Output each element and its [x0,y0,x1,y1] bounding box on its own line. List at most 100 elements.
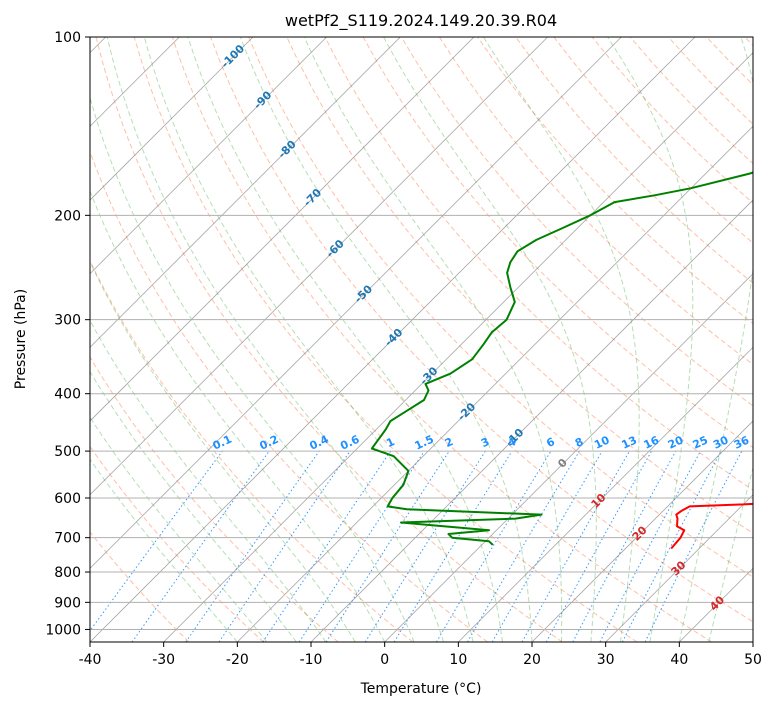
y-axis-ticks: 100 200 300 400 500 600 700 800 900 1000 [45,30,90,638]
dry-adiabat [90,150,488,642]
x-tick-label: -30 [152,652,175,668]
isotherm-label: -70 [301,186,324,209]
plot-frame [89,36,754,643]
y-tick-label: 500 [54,444,81,460]
y-tick-label: 300 [54,313,81,329]
isotherm-line [752,641,753,642]
mixing-ratio-label: 0.1 [211,433,234,453]
temperature-line [670,502,753,550]
y-tick-label: 200 [54,208,81,224]
x-axis-label: Temperature (°C) [360,681,482,697]
mixing-ratio-label: 1.5 [413,433,436,453]
dry-adiabat [248,37,753,578]
dry-adiabat [171,37,712,642]
moist-adiabat [708,466,753,642]
isotherm-label: -60 [324,237,347,260]
moist-adiabat [90,189,386,642]
moist-adiabat [90,260,356,642]
x-tick-label: 10 [449,652,467,668]
mixing-ratio-line [393,450,513,642]
x-tick-label: 0 [380,652,389,668]
isotherm-line [90,37,254,201]
dry-adiabat [95,37,563,642]
mixing-ratio-label: 13 [620,434,639,452]
isotherm-line [310,199,753,642]
mixing-ratio-line [218,450,351,642]
mixing-ratio-label: 0.4 [307,433,330,453]
y-tick-label: 900 [54,595,81,611]
isotherm-label: 20 [630,523,650,543]
x-tick-label: -40 [79,652,102,668]
mixing-ratio-label: 10 [592,433,612,451]
mixing-ratio-line [131,450,270,642]
plot-area: -100-90-80-70-60-50-40-30-20-10010203040… [90,37,753,642]
mixing-ratio-line [90,450,223,632]
x-tick-label: -10 [300,652,323,668]
mixing-ratio-line [545,450,653,642]
mixing-ratio-line [599,450,701,642]
mixing-ratio-line [644,450,743,642]
moist-adiabat [106,37,445,642]
dry-adiabat [133,37,638,642]
isotherm-line [605,494,753,642]
y-tick-label: 600 [54,491,81,507]
dry-adiabat [668,37,753,125]
isotherm-label: -50 [352,282,375,305]
mixing-ratio-labels: 0.1 0.2 0.4 0.6 1 1.5 2 3 4 6 8 10 13 16 20 25 30 36 [211,433,752,453]
mixing-ratio-line [521,450,630,642]
mixing-ratio-lines [90,450,743,642]
moist-adiabat [303,37,563,642]
isotherm-line [90,37,548,496]
isotherm-line [90,37,327,275]
isotherm-line [458,346,753,642]
moist-adiabat [678,37,753,642]
mixing-ratio-label: 36 [732,433,752,451]
mixing-ratio-label: 1 [384,435,396,450]
mixing-ratio-line [185,450,320,642]
isotherm-label: 30 [669,558,689,578]
y-tick-label: 700 [54,531,81,547]
isotherm-label: -20 [455,400,478,423]
y-tick-label: 1000 [45,622,81,638]
dry-adiabats [90,37,753,642]
mixing-ratio-label: 2 [443,435,455,450]
mixing-ratio-label: 25 [691,434,710,452]
mixing-ratio-line [325,450,450,642]
mixing-ratio-line [467,450,580,642]
isotherm-label: 40 [707,593,727,613]
dry-adiabat [515,37,753,284]
moist-adiabat [90,416,268,642]
moist-adiabat [482,37,640,642]
dry-adiabat [90,445,264,642]
moist-adiabats [90,37,753,642]
mixing-ratio-label: 16 [642,433,662,451]
x-tick-label: 20 [523,652,541,668]
dry-adiabat [90,356,339,642]
y-tick-label: 800 [54,565,81,581]
moist-adiabat [143,37,474,642]
isotherm-label: -40 [382,326,405,349]
isotherm-line [90,37,696,642]
isotherm-line [237,125,753,642]
moist-adiabat [607,37,694,642]
dry-adiabat [591,37,753,204]
mixing-ratio-label: 6 [544,435,557,450]
moist-adiabat [90,319,327,642]
dry-adiabat [362,37,753,449]
y-tick-label: 100 [54,30,81,46]
dry-adiabat [90,259,414,642]
x-tick-label: 50 [744,652,762,668]
isotherm-line [531,420,753,642]
moist-adiabat [90,458,238,642]
dry-adiabat [744,37,753,47]
x-tick-label: 30 [597,652,615,668]
dry-adiabat [210,37,753,623]
dry-adiabat [400,37,753,407]
isotherm-line [90,37,622,569]
mixing-ratio-label: 20 [666,433,686,451]
y-tick-label: 400 [54,387,81,403]
dry-adiabat [324,37,753,491]
dry-adiabat [438,37,753,366]
